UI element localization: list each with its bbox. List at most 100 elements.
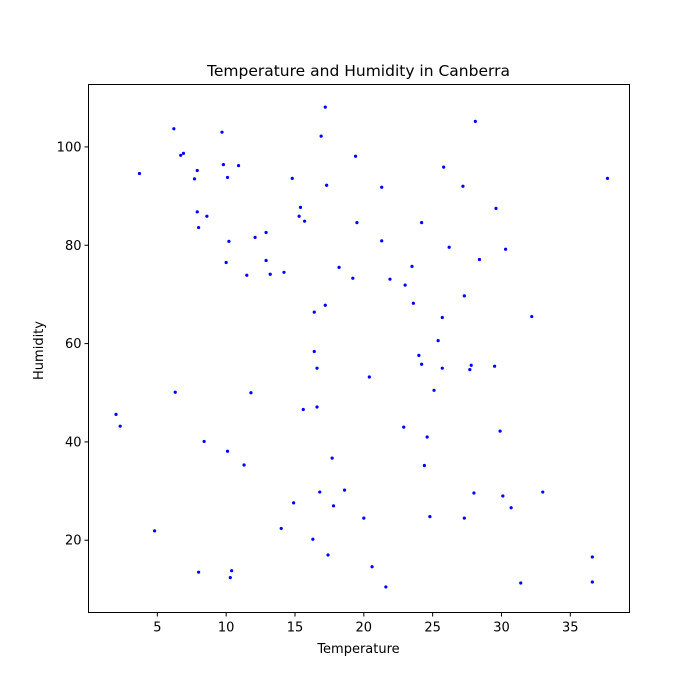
scatter-point <box>388 277 392 281</box>
scatter-point <box>367 375 371 379</box>
scatter-point <box>501 494 505 498</box>
scatter-point <box>436 339 440 343</box>
scatter-point <box>473 119 477 123</box>
scatter-point <box>205 214 209 218</box>
scatter-point <box>282 270 286 274</box>
scatter-point <box>298 205 303 210</box>
scatter-point <box>440 366 444 370</box>
scatter-point <box>279 526 283 531</box>
scatter-point <box>197 225 201 230</box>
y-tick-label: 40 <box>65 435 82 450</box>
y-tick-label: 60 <box>65 337 82 352</box>
scatter-point <box>380 185 384 189</box>
scatter-point <box>264 258 268 263</box>
scatter-point <box>342 488 347 492</box>
scatter-point <box>337 265 341 269</box>
scatter-point <box>530 314 534 319</box>
scatter-point <box>311 537 315 541</box>
scatter-point <box>469 363 473 367</box>
scatter-point <box>498 429 502 433</box>
scatter-point <box>264 230 268 235</box>
scatter-point <box>403 283 407 287</box>
scatter-point <box>323 105 327 109</box>
scatter-point <box>420 221 424 225</box>
scatter-point <box>323 303 327 307</box>
scatter-point <box>197 570 201 574</box>
scatter-point <box>605 176 610 180</box>
scatter-point <box>351 276 355 280</box>
scatter-point <box>225 175 230 180</box>
scatter-point <box>249 391 253 395</box>
scatter-point <box>268 272 272 276</box>
scatter-point <box>301 407 305 412</box>
scatter-point <box>114 412 118 416</box>
scatter-point <box>315 405 319 409</box>
scatter-point <box>245 273 249 277</box>
scatter-point <box>504 247 508 251</box>
x-tick-label: 20 <box>356 621 373 636</box>
scatter-point <box>224 260 228 265</box>
chart-title: Temperature and Humidity in Canberra <box>206 62 510 80</box>
scatter-point <box>202 439 206 444</box>
x-tick-label: 15 <box>287 621 304 636</box>
scatter-point <box>422 463 426 468</box>
scatter-point <box>494 206 498 210</box>
scatter-point <box>220 130 224 134</box>
scatter-point <box>362 516 366 520</box>
scatter-point <box>319 134 323 138</box>
scatter-point <box>303 219 307 223</box>
scatter-point <box>318 490 322 494</box>
scatter-point <box>462 516 466 520</box>
scatter-point <box>325 183 329 187</box>
scatter-point <box>355 221 359 225</box>
scatter-point <box>420 362 424 366</box>
scatter-point <box>152 529 157 533</box>
scatter-point <box>432 388 436 392</box>
x-tick-label: 5 <box>153 621 161 636</box>
scatter-point <box>290 176 294 180</box>
scatter-point <box>380 239 384 243</box>
x-tick-label: 10 <box>218 621 235 636</box>
scatter-point <box>428 515 432 519</box>
data-points <box>114 105 610 589</box>
scatter-point <box>411 301 415 305</box>
scatter-point <box>590 555 594 559</box>
y-axis-label: Humidity <box>32 321 47 380</box>
scatter-point <box>326 553 330 557</box>
scatter-point <box>195 168 199 173</box>
scatter-point <box>477 257 482 262</box>
x-tick-label: 25 <box>424 621 441 636</box>
scatter-point <box>253 235 257 239</box>
scatter-point <box>509 506 513 510</box>
scatter-point <box>492 364 497 368</box>
scatter-point <box>225 449 230 453</box>
scatter-point <box>472 491 476 495</box>
scatter-point <box>417 353 421 357</box>
x-tick-label: 30 <box>493 621 510 636</box>
y-tick-label: 100 <box>57 140 82 155</box>
scatter-point <box>590 580 594 584</box>
scatter-point <box>442 165 446 169</box>
scatter-point <box>447 245 451 249</box>
scatter-point <box>468 368 472 372</box>
scatter-point <box>384 585 388 589</box>
scatter-point <box>370 565 374 569</box>
y-tick-label: 80 <box>65 239 82 254</box>
scatter-point <box>227 239 231 243</box>
plot-area-frame <box>88 84 630 613</box>
scatter-point <box>440 315 444 320</box>
scatter-point <box>236 164 241 168</box>
scatter-point <box>230 569 234 573</box>
scatter-point <box>312 310 316 314</box>
scatter-point <box>118 424 122 428</box>
scatter-point <box>228 575 232 580</box>
x-axis-label: Temperature <box>316 642 399 657</box>
y-tick-label: 20 <box>65 534 82 549</box>
scatter-point <box>461 184 465 188</box>
scatter-point <box>519 581 523 585</box>
scatter-point <box>172 127 176 131</box>
scatter-point <box>331 504 336 508</box>
scatter-point <box>312 349 316 354</box>
